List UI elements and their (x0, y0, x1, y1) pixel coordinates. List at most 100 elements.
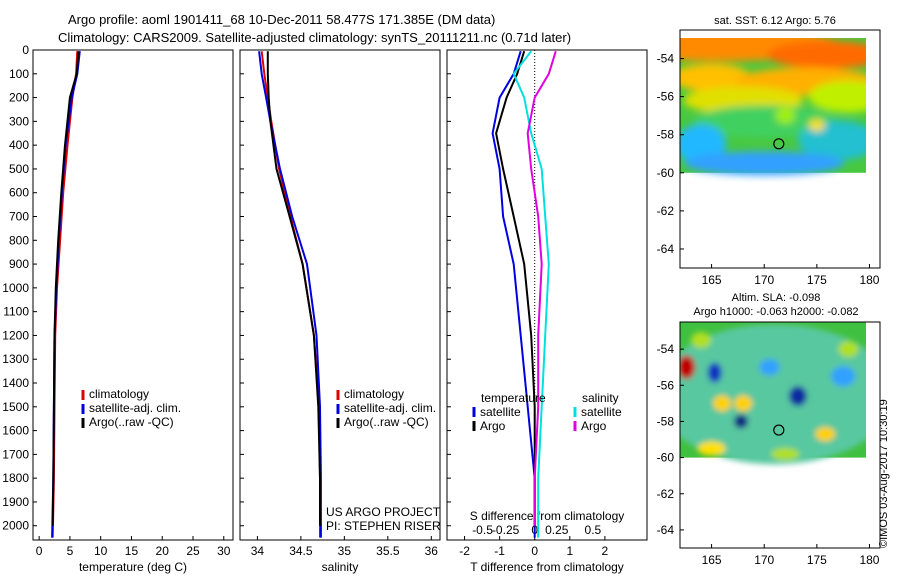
y-tick-label: 1800 (2, 471, 29, 485)
x-tick-label: 15 (125, 544, 139, 558)
x-tick-label: 20 (156, 544, 170, 558)
map-frame (679, 321, 881, 549)
annotation-text: US ARGO PROJECT (326, 505, 441, 519)
legend-label: satellite-adj. clim. (89, 401, 181, 415)
series-line (266, 51, 321, 526)
panel-salinity: 34 34.5 35 35.5 36 salinity climatologysatelli… (239, 49, 441, 574)
map-blob (694, 105, 835, 138)
map-x-tick-label: 165 (702, 273, 722, 287)
argo-position-marker (773, 424, 785, 436)
x-tick-label: -2 (459, 544, 470, 558)
map-sla: -54 -56 -58 -60 -62 -64 165 170 175 180 Altim. SLA… (657, 292, 881, 567)
plot-frame (446, 49, 648, 541)
argo-position-marker (773, 138, 785, 150)
series-line (491, 50, 536, 538)
map-sst: -54 -56 -58 -60 -62 -64 165 170 175 180 sat. SST: … (657, 15, 881, 287)
map-blob (713, 395, 732, 412)
map-blob (680, 324, 866, 465)
x-axis-label: salinity (322, 560, 359, 574)
y-tick-label: 1200 (2, 328, 29, 342)
map-blobs (680, 38, 866, 176)
map-y-tick-label: -56 (657, 378, 675, 392)
series-line (526, 50, 557, 526)
top-x-tick-label: 0.25 (545, 523, 569, 537)
top-x-tick-label: -0.25 (492, 523, 520, 537)
x-tick-label: 2 (602, 544, 609, 558)
x-tick-label: 0 (36, 544, 43, 558)
plot-frame (32, 49, 234, 541)
page-title-line1: Argo profile: aoml 1901411_68 10-Dec-201… (68, 12, 496, 27)
map-blob (815, 427, 836, 442)
page-title-line2: Climatology: CARS2009. Satellite-adjuste… (58, 30, 572, 45)
y-tick-label: 800 (9, 233, 29, 247)
map-blob (684, 151, 845, 176)
y-tick-label: 1000 (2, 281, 29, 295)
legend-title: temperature (481, 391, 546, 405)
map-blob (767, 40, 866, 69)
annotation-text: PI: STEPHEN RISER (326, 519, 441, 533)
legend-label: Argo (581, 419, 607, 433)
legend-label: satellite (581, 405, 622, 419)
map-blob (680, 355, 696, 380)
map-y-tick-label: -64 (657, 242, 675, 256)
x-axis-label: T difference from climatology (470, 560, 624, 574)
legend-label: satellite (480, 405, 521, 419)
y-tick-label: 1400 (2, 376, 29, 390)
legend-label: climatology (89, 387, 149, 401)
map-y-tick-label: -56 (657, 90, 675, 104)
y-tick-label: 600 (9, 186, 29, 200)
y-tick-label: 500 (9, 162, 29, 176)
y-tick-label: 2000 (2, 519, 29, 533)
x-tick-label: -1 (494, 544, 505, 558)
x-tick-label: 34.5 (289, 544, 313, 558)
y-tick-label: 300 (9, 114, 29, 128)
legend-title: salinity (582, 391, 619, 405)
legend-label: Argo(..raw -QC) (89, 415, 174, 429)
map-blob (831, 366, 856, 387)
map-blob (697, 441, 726, 456)
map-title: Altim. SLA: -0.098 (732, 292, 821, 304)
y-tick-label: 1300 (2, 352, 29, 366)
map-blob (734, 395, 753, 412)
x-tick-label: 34 (251, 544, 265, 558)
y-tick-label: 1700 (2, 447, 29, 461)
x-tick-label: 1 (566, 544, 573, 558)
y-tick-label: 700 (9, 210, 29, 224)
y-tick-label: 900 (9, 257, 29, 271)
map-blob (775, 107, 796, 124)
x-tick-label: 35 (338, 544, 352, 558)
map-x-tick-label: 170 (754, 553, 774, 567)
map-blobs (680, 324, 866, 465)
x-tick-label: 5 (67, 544, 74, 558)
map-x-tick-label: 170 (754, 273, 774, 287)
top-x-axis-label: S difference from climatology (470, 509, 625, 523)
map-x-tick-label: 175 (807, 553, 827, 567)
map-y-tick-label: -58 (657, 414, 675, 428)
map-y-tick-label: -64 (657, 523, 675, 537)
panel-difference: -2 -1 0 1 2 T difference from climatology -0.5… (446, 49, 648, 574)
map-x-tick-label: 180 (859, 273, 879, 287)
x-tick-label: 30 (217, 544, 231, 558)
map-frame (679, 29, 881, 269)
map-blob (680, 63, 752, 92)
map-x-tick-label: 180 (859, 553, 879, 567)
legend-label: Argo (480, 419, 506, 433)
map-y-tick-label: -54 (657, 52, 675, 66)
copyright-stamp: ©IMOS 03-Aug-2017 10:30:19 (878, 399, 890, 548)
x-tick-label: 36 (425, 544, 439, 558)
top-x-tick-label: 0.5 (585, 523, 602, 537)
map-x-tick-label: 175 (807, 273, 827, 287)
x-tick-label: 0 (531, 544, 538, 558)
map-y-tick-label: -58 (657, 128, 675, 142)
map-y-tick-label: -60 (657, 166, 675, 180)
map-blob (707, 362, 722, 383)
map-blob (838, 341, 859, 358)
map-blob (691, 332, 712, 349)
panel-temperature: 0100200300400500600700800900100011001200… (2, 43, 234, 574)
series-line (51, 51, 80, 526)
map-y-tick-label: -62 (657, 487, 675, 501)
map-y-tick-label: -60 (657, 451, 675, 465)
map-blob (759, 359, 780, 376)
y-tick-label: 100 (9, 67, 29, 81)
map-field (680, 38, 866, 176)
